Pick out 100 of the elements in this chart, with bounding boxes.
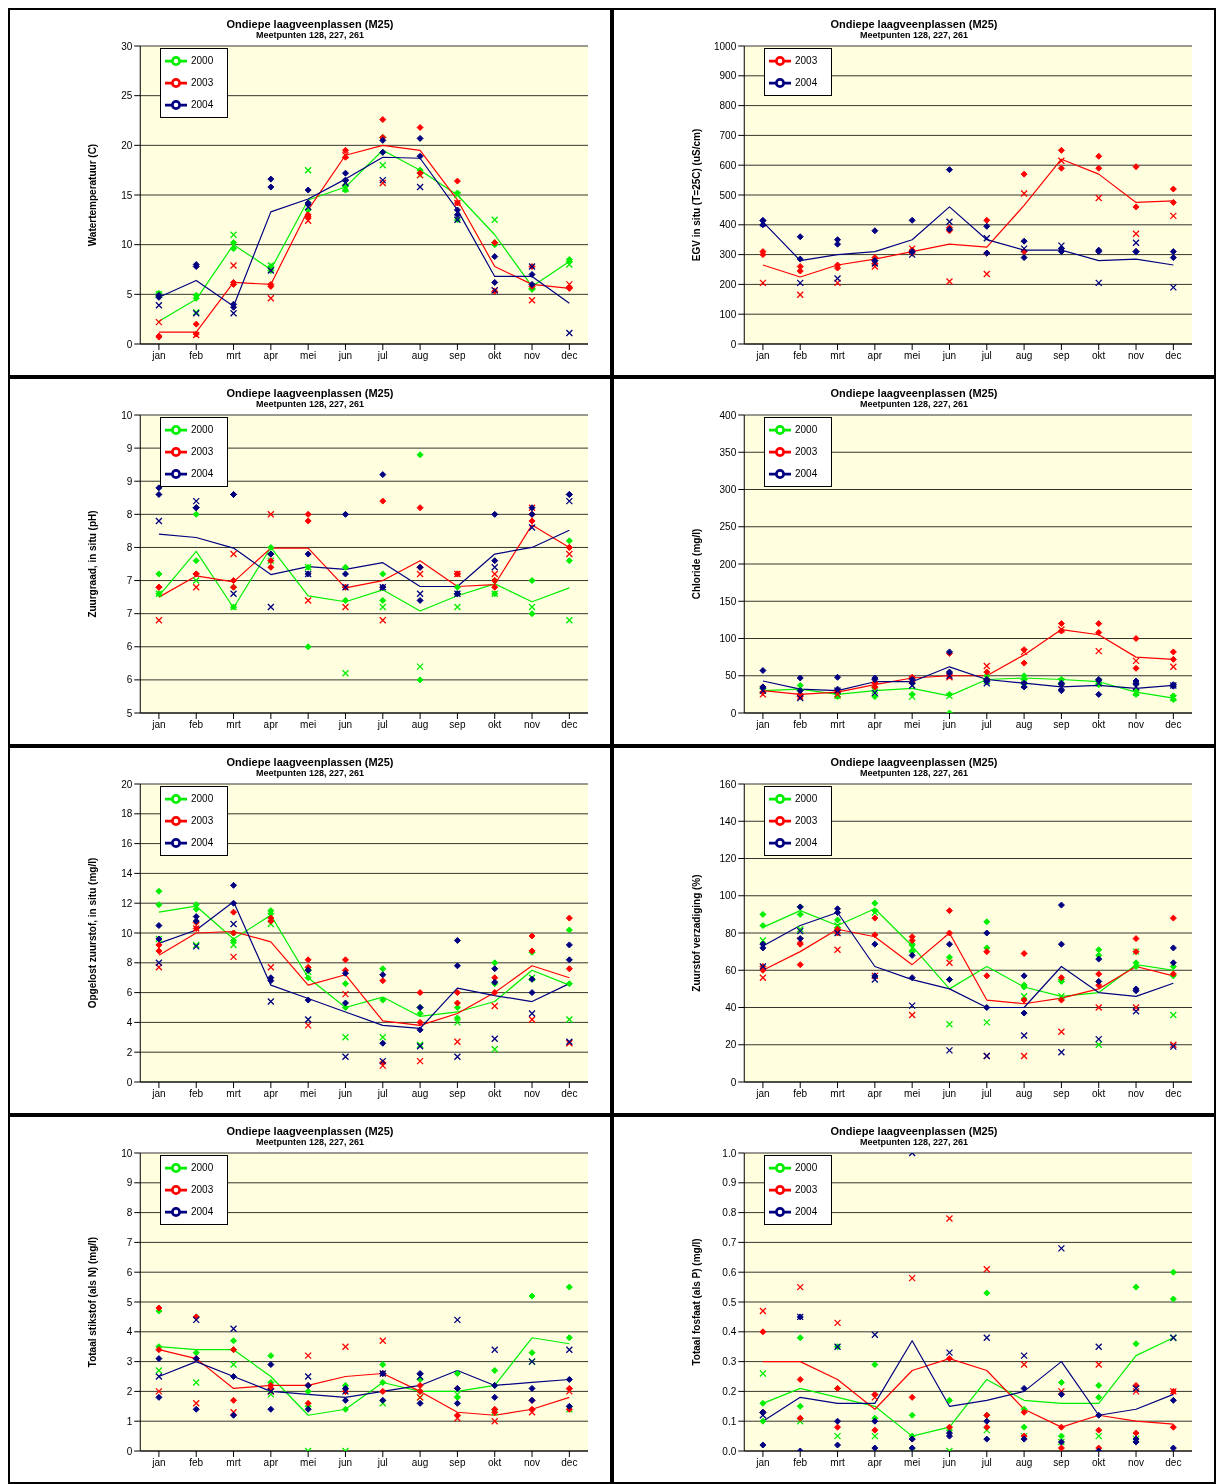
x-tick-label: apr bbox=[263, 1457, 279, 1469]
x-tick-label: nov bbox=[1127, 1457, 1145, 1469]
y-tick-label: 5 bbox=[126, 707, 133, 719]
y-tick-label: 15 bbox=[121, 189, 133, 201]
legend-label: 2000 bbox=[191, 54, 214, 66]
x-tick-label: nov bbox=[1127, 1088, 1145, 1100]
chart-subtitle: Meetpunten 128, 227, 261 bbox=[254, 1137, 366, 1147]
x-tick-label: dec bbox=[1165, 1088, 1182, 1100]
x-tick-label: sep bbox=[1053, 1457, 1070, 1469]
y-tick-label: 18 bbox=[121, 808, 133, 820]
y-tick-label: 10 bbox=[121, 239, 133, 251]
y-tick-label: 0 bbox=[126, 338, 133, 350]
legend-label: 2003 bbox=[795, 54, 818, 66]
x-tick-label: jun bbox=[337, 1457, 353, 1469]
chart-subtitle: Meetpunten 128, 227, 261 bbox=[858, 30, 970, 40]
chart-subtitle: Meetpunten 128, 227, 261 bbox=[254, 30, 366, 40]
y-tick-label: 160 bbox=[719, 778, 737, 790]
y-tick-label: 20 bbox=[725, 1039, 737, 1051]
x-tick-label: mei bbox=[904, 1088, 921, 1100]
x-tick-label: jun bbox=[941, 719, 957, 731]
y-tick-label: 25 bbox=[121, 90, 133, 102]
x-tick-label: aug bbox=[411, 350, 429, 362]
legend-label: 2000 bbox=[795, 792, 818, 804]
x-tick-label: mei bbox=[904, 1457, 921, 1469]
y-axis-title: Opgelost zuurstof, in situ (mg/l) bbox=[86, 857, 98, 1009]
x-tick-label: feb bbox=[189, 719, 204, 731]
x-tick-label: okt bbox=[488, 1088, 502, 1100]
chart-title: Ondiepe laagveenplassen (M25) bbox=[829, 17, 999, 30]
y-tick-label: 0.0 bbox=[722, 1445, 737, 1457]
x-tick-label: aug bbox=[1015, 350, 1033, 362]
x-tick-label: feb bbox=[793, 1088, 808, 1100]
y-tick-label: 10 bbox=[121, 409, 133, 421]
x-tick-label: feb bbox=[793, 1457, 808, 1469]
x-tick-label: mrt bbox=[226, 1088, 241, 1100]
x-tick-label: apr bbox=[867, 1088, 883, 1100]
x-tick-label: mrt bbox=[226, 350, 241, 362]
x-tick-label: jan bbox=[755, 350, 770, 362]
legend-label: 2003 bbox=[191, 1183, 214, 1195]
x-tick-label: feb bbox=[189, 1457, 204, 1469]
y-tick-label: 0.7 bbox=[722, 1236, 737, 1248]
legend-label: 2004 bbox=[191, 1205, 214, 1217]
x-tick-label: mrt bbox=[226, 1457, 241, 1469]
y-tick-label: 900 bbox=[719, 70, 737, 82]
x-tick-label: okt bbox=[1092, 1457, 1106, 1469]
x-tick-label: jan bbox=[755, 1088, 770, 1100]
legend-label: 2004 bbox=[795, 467, 818, 479]
y-tick-label: 3 bbox=[126, 1356, 133, 1368]
y-tick-label: 12 bbox=[121, 897, 133, 909]
y-tick-label: 2 bbox=[126, 1046, 133, 1058]
x-tick-label: sep bbox=[449, 1088, 466, 1100]
x-tick-label: jan bbox=[755, 719, 770, 731]
y-tick-label: 250 bbox=[719, 521, 737, 533]
x-tick-label: jan bbox=[151, 719, 166, 731]
y-tick-label: 400 bbox=[719, 219, 737, 231]
chart-subtitle: Meetpunten 128, 227, 261 bbox=[858, 768, 970, 778]
y-tick-label: 4 bbox=[126, 1326, 133, 1338]
y-axis-title: Chloride (mg/l) bbox=[690, 528, 702, 600]
chart-title: Ondiepe laagveenplassen (M25) bbox=[829, 386, 999, 399]
x-tick-label: feb bbox=[189, 1088, 204, 1100]
x-tick-label: nov bbox=[523, 719, 541, 731]
chart-title: Ondiepe laagveenplassen (M25) bbox=[225, 1124, 395, 1137]
y-tick-label: 7 bbox=[126, 1236, 133, 1248]
x-tick-label: jun bbox=[337, 350, 353, 362]
x-tick-label: jan bbox=[151, 350, 166, 362]
x-tick-label: aug bbox=[1015, 719, 1033, 731]
y-tick-label: 5 bbox=[126, 288, 133, 300]
y-tick-label: 4 bbox=[126, 1016, 133, 1028]
x-tick-label: jul bbox=[980, 1088, 992, 1100]
x-tick-label: apr bbox=[263, 1088, 279, 1100]
y-tick-label: 8 bbox=[126, 1207, 133, 1219]
legend-label: 2004 bbox=[795, 836, 818, 848]
x-tick-label: apr bbox=[263, 719, 279, 731]
y-tick-label: 20 bbox=[121, 139, 133, 151]
legend-label: 2003 bbox=[795, 445, 818, 457]
y-tick-label: 0.5 bbox=[722, 1296, 737, 1308]
y-tick-label: 200 bbox=[719, 278, 737, 290]
y-tick-label: 9 bbox=[126, 475, 133, 487]
legend-label: 2003 bbox=[795, 814, 818, 826]
y-tick-label: 6 bbox=[126, 674, 133, 686]
y-tick-label: 600 bbox=[719, 159, 737, 171]
x-tick-label: nov bbox=[523, 350, 541, 362]
x-tick-label: nov bbox=[523, 1457, 541, 1469]
y-tick-label: 50 bbox=[725, 670, 737, 682]
x-tick-label: sep bbox=[1053, 350, 1070, 362]
y-tick-label: 30 bbox=[121, 40, 133, 52]
legend-label: 2003 bbox=[191, 814, 214, 826]
x-tick-label: okt bbox=[1092, 1088, 1106, 1100]
legend-label: 2004 bbox=[191, 467, 214, 479]
y-tick-label: 5 bbox=[126, 1296, 133, 1308]
y-tick-label: 300 bbox=[719, 249, 737, 261]
legend-label: 2004 bbox=[795, 1205, 818, 1217]
x-tick-label: dec bbox=[1165, 1457, 1182, 1469]
y-tick-label: 7 bbox=[126, 575, 133, 587]
y-tick-label: 6 bbox=[126, 1266, 133, 1278]
y-tick-label: 1.0 bbox=[722, 1147, 737, 1159]
y-tick-label: 0 bbox=[730, 338, 737, 350]
legend-label: 2000 bbox=[191, 792, 214, 804]
y-tick-label: 7 bbox=[126, 608, 133, 620]
y-tick-label: 100 bbox=[719, 633, 737, 645]
y-tick-label: 0 bbox=[730, 1076, 737, 1088]
